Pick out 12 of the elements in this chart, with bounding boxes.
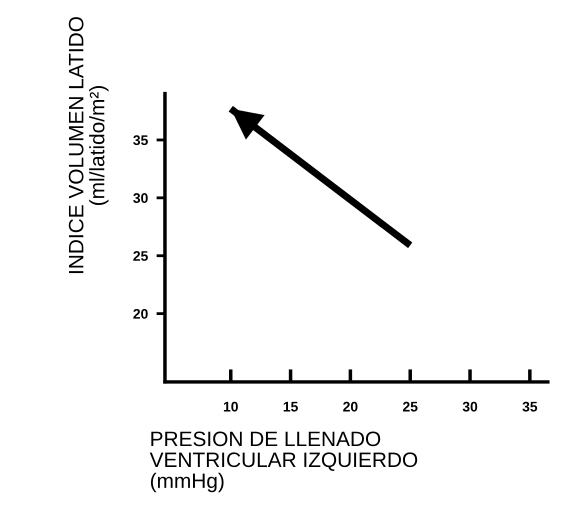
y-tick-label: 25 (133, 251, 148, 261)
x-tick-label: 15 (284, 402, 298, 412)
x-tick-label: 25 (402, 402, 418, 412)
x-tick-label: 10 (224, 402, 238, 412)
y-tick-label: 30 (133, 193, 148, 204)
x-tick-label: 20 (343, 402, 358, 412)
x-tick-label: 35 (522, 402, 538, 412)
y-tick-label: 35 (133, 135, 148, 146)
y-axis-title: INDICE VOLUMEN LATIDO (ml/latido/m²) (68, 17, 109, 274)
x-axis-title: PRESION DE LLENADO VENTRICULAR IZQUIERDO (mmHg) (150, 432, 418, 492)
y-tick-label: 20 (133, 308, 148, 319)
x-tick-label: 30 (462, 402, 478, 412)
